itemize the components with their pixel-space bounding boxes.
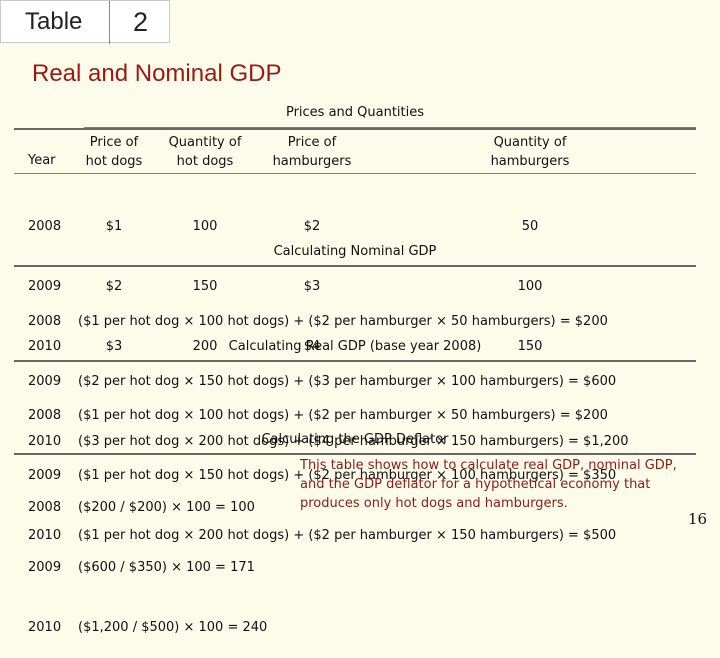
column-header-qty-hotdogs: Quantity of hot dogs — [160, 133, 250, 171]
year-cell: 2010 — [28, 620, 62, 635]
table-cell: $3 — [303, 279, 321, 294]
heading-rule — [84, 127, 696, 128]
formula-row: ($1 per hot dog × 100 hot dogs) + ($2 pe… — [78, 314, 608, 329]
table-cell: 2008 — [28, 219, 62, 234]
nominal-years: 2008 2009 2010 — [28, 272, 61, 472]
year-cell: 2008 — [28, 314, 62, 329]
year-cell: 2010 — [28, 434, 62, 449]
formula-row: ($3 per hot dog × 200 hot dogs) + ($4 pe… — [78, 434, 629, 449]
section-heading-prices: Prices and Quantities — [285, 105, 425, 120]
qty-hotdogs-column: 100 150 200 — [160, 177, 250, 377]
table-cell: $1 — [105, 219, 123, 234]
table-cell: 150 — [517, 339, 543, 354]
real-formulas: ($1 per hot dog × 100 hot dogs) + ($2 pe… — [78, 366, 616, 566]
price-hotdogs-column: $1 $2 $3 — [74, 177, 154, 377]
year-column: 2008 2009 2010 — [28, 177, 61, 377]
column-header-line: hot dogs — [176, 154, 234, 169]
column-header-price-hotdogs: Price of hot dogs — [74, 133, 154, 171]
deflator-formulas: ($200 / $200) × 100 = 100 ($600 / $350) … — [78, 458, 267, 658]
section-rule — [14, 265, 696, 267]
table-cell: 2009 — [28, 279, 62, 294]
price-hamburgers-column: $2 $3 $4 — [266, 177, 358, 377]
page-number: 16 — [688, 510, 708, 528]
table-cell: $2 — [105, 279, 123, 294]
formula-row: ($600 / $350) × 100 = 171 — [78, 560, 255, 575]
table-cell: 150 — [192, 279, 218, 294]
year-cell: 2008 — [28, 408, 62, 423]
year-cell: 2009 — [28, 560, 62, 575]
column-header-line: hamburgers — [490, 154, 570, 169]
column-header-line: Quantity of — [168, 135, 242, 150]
table-cell: 100 — [517, 279, 543, 294]
header-rule — [14, 173, 696, 174]
table-label-box: Table 2 — [0, 0, 171, 44]
column-header-line: Quantity of — [493, 135, 567, 150]
table-cell: $4 — [303, 339, 321, 354]
table-cell: $2 — [303, 219, 321, 234]
formula-row: ($1,200 / $500) × 100 = 240 — [78, 620, 268, 635]
page-title: Real and Nominal GDP — [32, 60, 282, 87]
table-word: Table — [25, 8, 83, 35]
year-cell: 2009 — [28, 374, 62, 389]
column-header-price-hamburgers: Price of hamburgers — [266, 133, 358, 171]
table-number: 2 — [109, 1, 171, 44]
column-header-line: hamburgers — [272, 154, 352, 169]
section-heading-deflator: Calculating the GDP Deflator — [261, 432, 449, 447]
table-note: This table shows how to calculate real G… — [300, 458, 677, 511]
year-cell: 2010 — [28, 528, 62, 543]
qty-hamburgers-column: 50 100 150 — [480, 177, 580, 377]
table-cell: 100 — [192, 219, 218, 234]
column-header-line: Price of — [287, 135, 337, 150]
section-rule — [14, 128, 696, 130]
section-rule — [14, 360, 696, 362]
year-cell: 2009 — [28, 468, 62, 483]
table-cell: $3 — [105, 339, 123, 354]
column-header-line: Price of — [89, 135, 139, 150]
formula-row: ($200 / $200) × 100 = 100 — [78, 500, 255, 515]
nominal-formulas: ($1 per hot dog × 100 hot dogs) + ($2 pe… — [78, 272, 629, 472]
real-years: 2008 2009 2010 — [28, 366, 61, 566]
section-heading-nominal: Calculating Nominal GDP — [273, 244, 437, 259]
formula-row: ($1 per hot dog × 100 hot dogs) + ($2 pe… — [78, 408, 608, 423]
table-cell: 2010 — [28, 339, 62, 354]
formula-row: ($2 per hot dog × 150 hot dogs) + ($3 pe… — [78, 374, 617, 389]
section-heading-real: Calculating Real GDP (base year 2008) — [228, 339, 482, 354]
formula-row: ($1 per hot dog × 200 hot dogs) + ($2 pe… — [78, 528, 617, 543]
column-header-qty-hamburgers: Quantity of hamburgers — [480, 133, 580, 171]
table-cell: 200 — [192, 339, 218, 354]
column-header-line: hot dogs — [85, 154, 143, 169]
section-rule — [14, 453, 696, 455]
column-header-year: Year — [28, 153, 56, 168]
table-cell: 50 — [521, 219, 539, 234]
formula-row: ($1 per hot dog × 150 hot dogs) + ($2 pe… — [78, 468, 617, 483]
deflator-years: 2008 2009 2010 — [28, 458, 61, 658]
year-cell: 2008 — [28, 500, 62, 515]
